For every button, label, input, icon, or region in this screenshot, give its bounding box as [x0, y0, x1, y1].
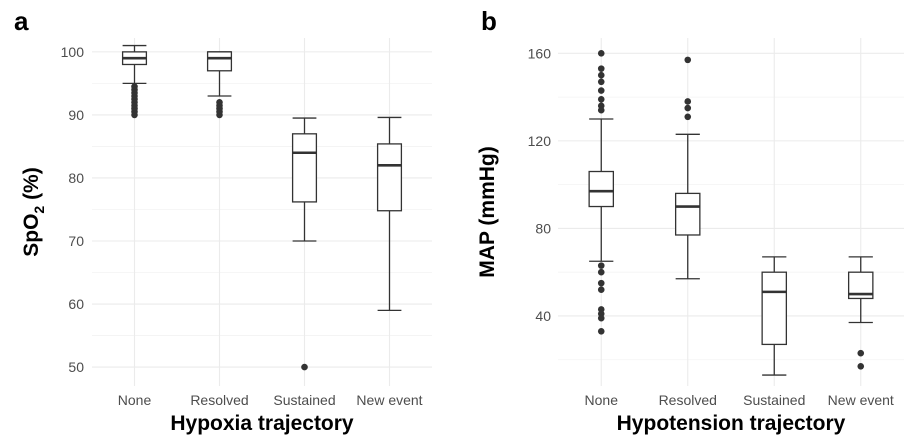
panel-tag: a	[14, 6, 29, 36]
iqr-box	[206, 51, 233, 72]
box-resolved	[674, 56, 701, 280]
y-tick-label: 40	[535, 308, 551, 324]
x-tick-label: None	[585, 392, 619, 408]
outlier-point	[301, 363, 308, 371]
outlier-point	[597, 50, 605, 57]
iqr-box	[674, 192, 701, 236]
x-tick-label: New event	[828, 392, 894, 408]
x-axis-title: Hypoxia trajectory	[170, 412, 354, 435]
y-axis-title-subscript: 2	[31, 206, 47, 214]
y-axis-title-unit: (%)	[20, 167, 43, 206]
box-new-event	[376, 116, 403, 311]
y-tick-label: 100	[61, 44, 85, 60]
panel-tag: b	[481, 6, 497, 36]
outlier-point	[684, 56, 692, 64]
x-tick-label: New event	[356, 392, 422, 408]
outlier-point	[597, 314, 605, 322]
y-axis-title: MAP (mmHg)	[476, 146, 499, 277]
outlier-point	[597, 71, 605, 79]
outlier-point	[857, 363, 865, 370]
outlier-point	[684, 113, 692, 121]
x-tick-label: None	[118, 392, 152, 408]
x-axis-title: Hypotension trajectory	[617, 412, 846, 435]
box-none	[121, 44, 148, 119]
y-tick-label: 160	[528, 45, 552, 61]
panel-a: a 50 60 70 80 90 100 None Resolved Sustained New e…	[14, 6, 432, 435]
iqr-box	[376, 143, 403, 212]
box-sustained	[291, 117, 318, 371]
y-axis-title-main: SpO	[20, 214, 43, 257]
x-tick-label: Resolved	[190, 392, 248, 408]
y-tick-label: 90	[68, 107, 84, 123]
y-tick-label: 120	[528, 133, 552, 149]
outlier-point	[684, 104, 692, 112]
y-tick-label: 80	[68, 170, 84, 186]
outlier-point	[597, 286, 605, 293]
outlier-point	[597, 78, 605, 86]
y-tick-label: 70	[68, 233, 84, 249]
outlier-point	[597, 279, 605, 287]
iqr-box	[761, 271, 788, 346]
iqr-box	[291, 133, 318, 203]
y-axis-title: SpO2 (%)	[20, 167, 47, 256]
box-new-event	[847, 256, 874, 370]
outlier-point	[216, 99, 223, 106]
x-tick-label: Resolved	[659, 392, 717, 408]
iqr-box	[588, 170, 615, 208]
outlier-point	[597, 262, 605, 269]
outlier-point	[597, 65, 605, 72]
panel-b: b 40 80 120 160 None Resolved Sustained New even…	[476, 6, 904, 435]
outlier-point	[684, 98, 692, 105]
y-tick-label: 50	[68, 359, 84, 375]
box-resolved	[206, 51, 233, 119]
outlier-point	[597, 87, 605, 94]
x-tick-label: Sustained	[273, 392, 335, 408]
y-tick-label: 60	[68, 296, 84, 312]
outlier-point	[597, 106, 605, 114]
outlier-point	[597, 95, 605, 103]
box-none	[588, 50, 615, 335]
outlier-point	[597, 268, 605, 276]
y-axis-title-main: MAP (mmHg)	[476, 146, 499, 277]
x-tick-label: Sustained	[743, 392, 805, 408]
outlier-point	[131, 83, 138, 90]
outlier-point	[597, 327, 605, 335]
outlier-point	[857, 349, 865, 357]
box-sustained	[761, 256, 788, 376]
y-tick-label: 80	[535, 220, 551, 236]
